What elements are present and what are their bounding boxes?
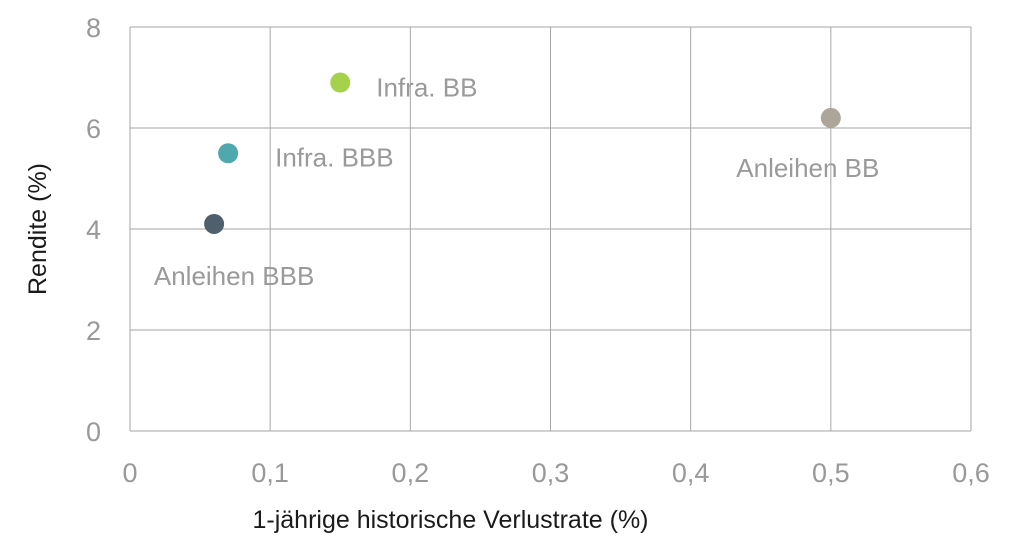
y-tick-label: 0 [86, 417, 101, 447]
point-labels: Infra. BB Infra. BBB Anleihen BBB Anleihen … [154, 73, 880, 291]
x-tick-label: 0,1 [251, 458, 289, 488]
y-axis-title: Rendite (%) [24, 163, 52, 295]
y-tick-label: 8 [86, 13, 101, 43]
x-tick-label: 0,3 [532, 458, 570, 488]
point-label: Infra. BBB [275, 142, 394, 172]
data-points [204, 72, 841, 234]
x-tick-label: 0,5 [812, 458, 850, 488]
point-label: Anleihen BB [736, 153, 879, 183]
x-tick-label: 0,6 [952, 458, 990, 488]
y-tick-label: 6 [86, 114, 101, 144]
x-tick-labels: 0 0,1 0,2 0,3 0,4 0,5 0,6 [122, 458, 989, 488]
point-label: Anleihen BBB [154, 261, 314, 291]
y-tick-labels: 0 2 4 6 8 [86, 13, 101, 447]
x-tick-label: 0,2 [392, 458, 430, 488]
data-point [820, 107, 841, 128]
y-tick-label: 2 [86, 316, 101, 346]
point-label: Infra. BB [376, 73, 477, 103]
x-axis-title: 1-jährige historische Verlustrate (%) [253, 506, 649, 534]
data-point [204, 213, 225, 234]
data-point [218, 143, 239, 164]
data-point [330, 72, 351, 93]
y-tick-label: 4 [86, 215, 101, 245]
x-tick-label: 0,4 [672, 458, 710, 488]
grid [129, 26, 972, 432]
x-tick-label: 0 [122, 458, 137, 488]
